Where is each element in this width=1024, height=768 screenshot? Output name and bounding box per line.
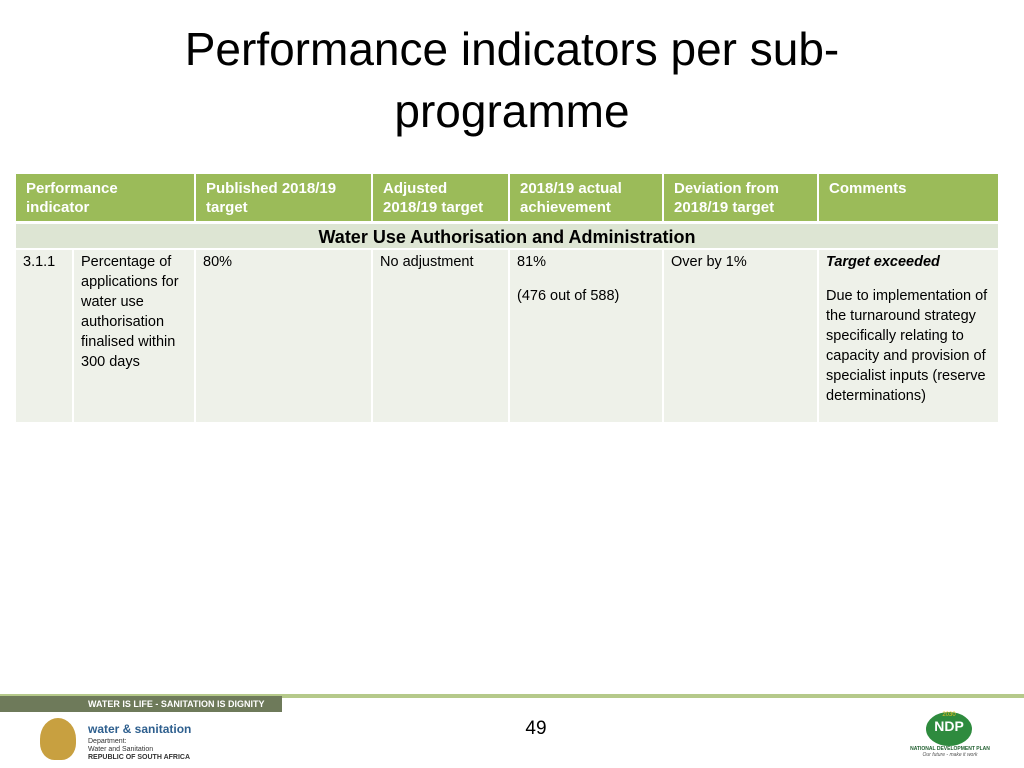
cell-deviation: Over by 1%: [664, 250, 817, 422]
text: Department:: [88, 738, 127, 745]
cell-adjusted: No adjustment: [373, 250, 508, 422]
department: Department: Water and Sanitation REPUBLI…: [88, 738, 190, 762]
title: Performance indicators per sub-programme: [184, 23, 840, 137]
header-cell: Performance indicator: [16, 174, 194, 221]
text: 2030: [942, 712, 956, 718]
text: Target exceeded: [826, 254, 940, 270]
header-cell: Deviation from 2018/19 target: [664, 174, 817, 221]
cell-indicator: Percentage of applications for water use…: [74, 250, 194, 422]
text: Water and Sanitation: [88, 746, 154, 753]
header-cell: Adjusted 2018/19 target: [373, 174, 508, 221]
section-row: Water Use Authorisation and Administrati…: [16, 224, 998, 248]
header-cell: Comments: [819, 174, 998, 221]
text: (476 out of 588): [517, 288, 620, 304]
header-cell: 2018/19 actual achievement: [510, 174, 662, 221]
brand: water & sanitation: [88, 722, 192, 736]
cell-actual: 81% (476 out of 588): [510, 250, 662, 422]
text: 81%: [517, 254, 547, 270]
band: [0, 694, 1024, 698]
cell-comments: Target exceeded Due to implementation of…: [819, 250, 998, 422]
ndp-name: NATIONAL DEVELOPMENT PLAN: [910, 746, 990, 752]
cell-id: 3.1.1: [16, 250, 72, 422]
text: NDP: [934, 718, 964, 734]
text: Due to implementation of the turnaround …: [826, 288, 988, 404]
page-number: 49: [525, 718, 547, 739]
header-cell: Published 2018/19 target: [196, 174, 371, 221]
text: REPUBLIC OF SOUTH AFRICA: [88, 754, 191, 761]
ndp-motto: Our future - make it work: [922, 752, 978, 758]
coat-of-arms: [40, 718, 76, 760]
ndp-logo: 2030 NDP: [926, 712, 972, 746]
cell-published: 80%: [196, 250, 371, 422]
slogan: WATER IS LIFE - SANITATION IS DIGNITY: [0, 696, 282, 712]
